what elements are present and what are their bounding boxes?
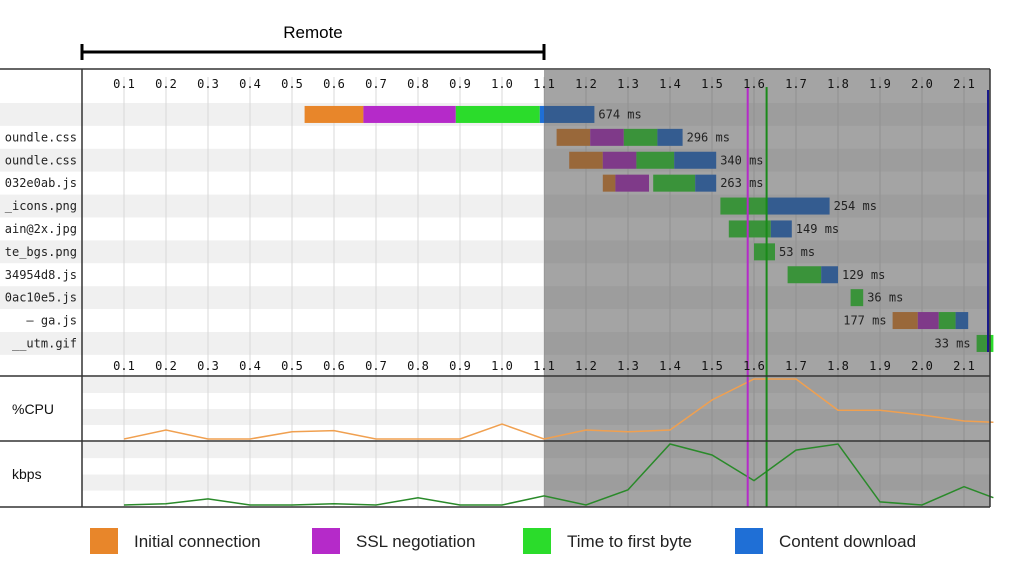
x-tick-label: 1.2 (575, 359, 597, 373)
legend-label: Initial connection (134, 532, 261, 551)
x-tick-label: 1.0 (491, 359, 513, 373)
bandwidth-line (123, 443, 994, 506)
x-tick-label: 1.7 (785, 359, 807, 373)
x-tick-label: 1.3 (617, 359, 639, 373)
duration-label: 263 ms (720, 176, 763, 190)
bracket-label: Remote (283, 23, 343, 42)
x-tick-label: 0.1 (113, 359, 135, 373)
x-tick-label: 0.7 (365, 359, 387, 373)
x-tick-label: 0.3 (197, 359, 219, 373)
x-tick-label: 0.7 (365, 77, 387, 91)
resource-graphs (123, 378, 994, 506)
x-tick-label: 1.5 (701, 359, 723, 373)
duration-label: 254 ms (834, 199, 877, 213)
request-label: 34954d8.js (5, 268, 77, 282)
x-tick-label: 1.2 (575, 77, 597, 91)
x-tick-label: 1.4 (659, 77, 681, 91)
x-tick-label: 1.4 (659, 359, 681, 373)
legend-label: Content download (779, 532, 916, 551)
bandwidth-label: kbps (12, 466, 42, 482)
request-label: oundle.css (5, 130, 77, 144)
request-label: 032e0ab.js (5, 176, 77, 190)
x-tick-label: 1.9 (869, 77, 891, 91)
x-tick-label: 0.4 (239, 77, 261, 91)
bar-segment-connect (304, 105, 364, 123)
x-tick-label: 0.1 (113, 77, 135, 91)
x-tick-label: 2.0 (911, 359, 933, 373)
x-tick-label: 1.1 (533, 77, 555, 91)
x-tick-label: 0.9 (449, 359, 471, 373)
duration-label: 296 ms (687, 130, 730, 144)
legend-swatch (312, 528, 340, 554)
legend-swatch (523, 528, 551, 554)
duration-label: 36 ms (867, 291, 903, 305)
x-tick-label: 0.3 (197, 77, 219, 91)
x-tick-label: 1.7 (785, 77, 807, 91)
cpu-line (123, 378, 994, 440)
x-tick-label: 2.0 (911, 77, 933, 91)
request-label: – ga.js (26, 314, 77, 328)
chart-text: 674 ms 296 ms oundle.css 340 ms oundle.css 26… (5, 77, 975, 482)
x-tick-label: 0.8 (407, 77, 429, 91)
duration-label: 674 ms (598, 107, 641, 121)
request-label: _icons.png (5, 199, 77, 213)
bar-segment-ttfb (455, 105, 540, 123)
legend-swatch (90, 528, 118, 554)
legend-label: SSL negotiation (356, 532, 475, 551)
x-tick-label: 0.5 (281, 359, 303, 373)
x-tick-label: 1.5 (701, 77, 723, 91)
remote-bracket: Remote (80, 23, 546, 60)
event-markers (746, 87, 768, 507)
x-tick-label: 0.2 (155, 77, 177, 91)
request-label: te_bgs.png (5, 245, 77, 259)
legend-label: Time to first byte (567, 532, 692, 551)
x-tick-label: 0.9 (449, 77, 471, 91)
x-tick-label: 1.0 (491, 77, 513, 91)
x-tick-label: 0.8 (407, 359, 429, 373)
x-tick-label: 0.6 (323, 359, 345, 373)
x-tick-label: 2.1 (953, 359, 975, 373)
x-tick-label: 1.6 (743, 359, 765, 373)
x-tick-label: 1.6 (743, 77, 765, 91)
x-tick-label: 2.1 (953, 77, 975, 91)
duration-label: 129 ms (842, 268, 885, 282)
legend: Initial connection SSL negotiation Time to… (90, 528, 916, 554)
duration-label: 177 ms (843, 314, 886, 328)
x-tick-label: 1.1 (533, 359, 555, 373)
x-tick-label: 1.8 (827, 77, 849, 91)
x-tick-label: 0.6 (323, 77, 345, 91)
request-label: ain@2x.jpg (5, 222, 77, 236)
legend-swatch (735, 528, 763, 554)
duration-label: 33 ms (934, 336, 970, 350)
x-tick-label: 1.8 (827, 359, 849, 373)
duration-label: 340 ms (720, 153, 763, 167)
x-tick-label: 1.9 (869, 359, 891, 373)
x-tick-label: 0.4 (239, 359, 261, 373)
chart-frame (0, 68, 991, 508)
x-tick-label: 1.3 (617, 77, 639, 91)
cpu-label: %CPU (12, 401, 54, 417)
duration-label: 53 ms (779, 245, 815, 259)
request-label: 0ac10e5.js (5, 291, 77, 305)
duration-label: 149 ms (796, 222, 839, 236)
request-label: __utm.gif (12, 336, 77, 350)
x-tick-label: 0.5 (281, 77, 303, 91)
bar-segment-ssl (363, 105, 456, 123)
request-label: oundle.css (5, 153, 77, 167)
x-tick-label: 0.2 (155, 359, 177, 373)
